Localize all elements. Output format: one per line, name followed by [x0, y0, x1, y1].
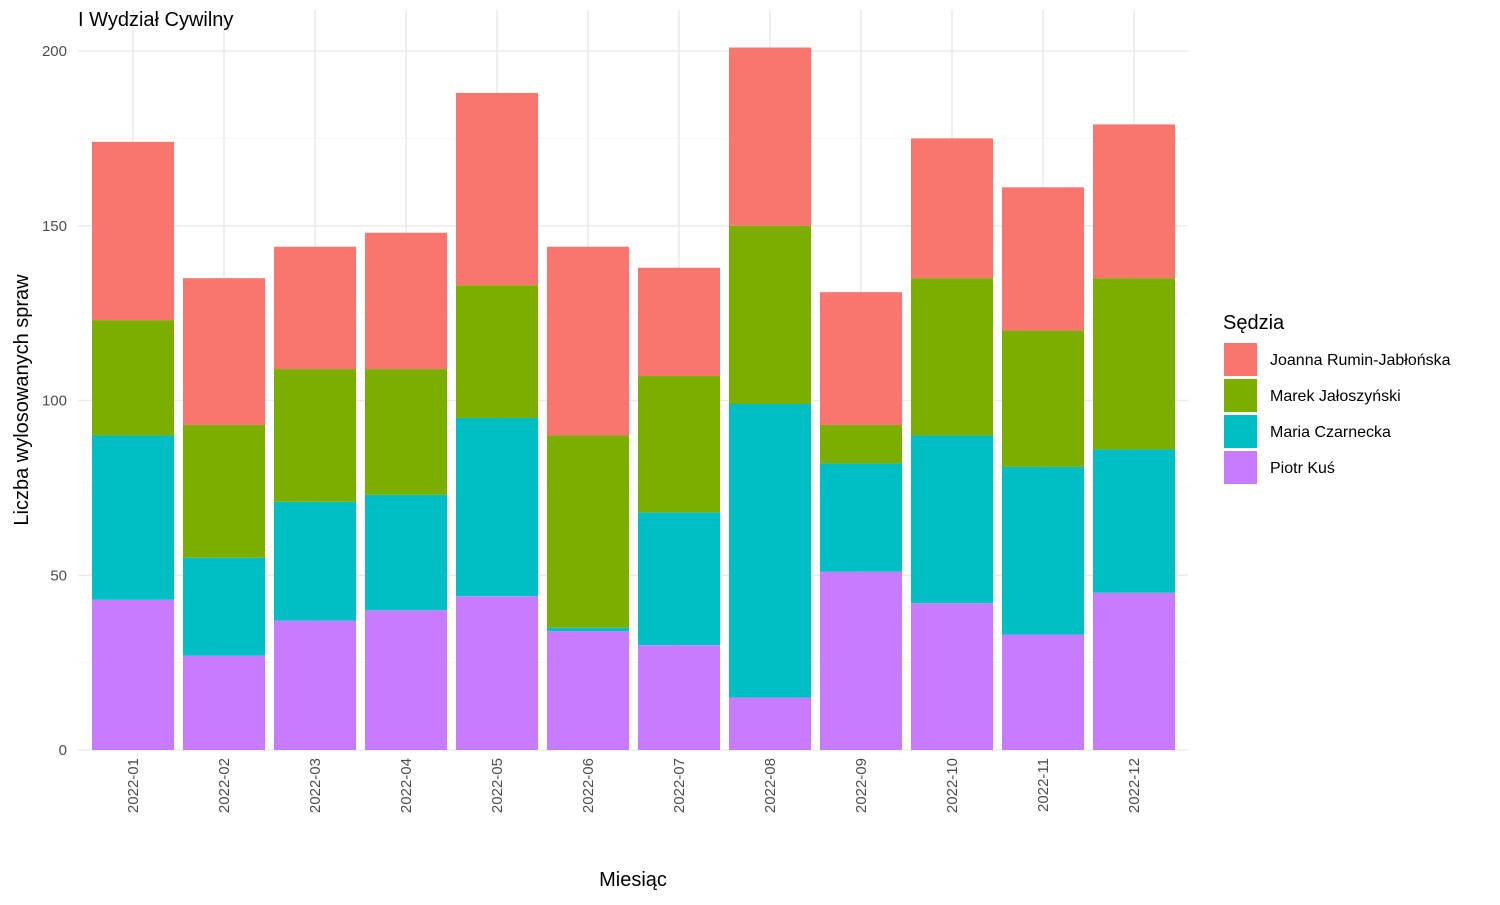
legend-label: Marek Jałoszyński — [1270, 388, 1401, 405]
bar-segment — [638, 376, 720, 513]
bar-segment — [729, 47, 811, 226]
legend-label: Joanna Rumin-Jabłońska — [1270, 352, 1451, 369]
bar-segment — [274, 620, 356, 750]
legend-swatch — [1224, 415, 1257, 448]
bar-segment — [365, 494, 447, 611]
legend-swatch — [1224, 343, 1257, 376]
bar-segment — [638, 645, 720, 750]
bar-segment — [911, 278, 993, 436]
bar-segment — [638, 512, 720, 646]
x-tick-label: 2022-09 — [853, 758, 870, 813]
bar-segment — [456, 285, 538, 418]
bar-segment — [274, 369, 356, 502]
legend-swatch — [1224, 451, 1257, 484]
bar-segment — [1093, 592, 1175, 750]
x-tick-labels: 2022-01 2022-02 2022-03 2022-04 2022-05 2022-… — [125, 758, 1143, 813]
legend-swatch — [1224, 379, 1257, 412]
bar-segment — [820, 571, 902, 750]
bar-segment — [911, 138, 993, 279]
bar-segment — [911, 603, 993, 750]
x-tick-label: 2022-03 — [307, 758, 324, 813]
y-tick-label: 200 — [42, 43, 67, 60]
bar-segment — [547, 246, 629, 436]
bar-segment — [547, 627, 629, 632]
x-tick-label: 2022-12 — [1126, 758, 1143, 813]
bar-segment — [456, 596, 538, 750]
x-tick-label: 2022-07 — [671, 758, 688, 813]
bar-segment — [1093, 278, 1175, 450]
bar-segment — [911, 435, 993, 604]
bar-segment — [183, 655, 265, 750]
bar-segment — [183, 278, 265, 425]
bar-segment — [365, 232, 447, 370]
bar-segment — [1002, 634, 1084, 750]
bar-segment — [274, 246, 356, 370]
legend-title: Sędzia — [1223, 312, 1285, 334]
bar-segment — [820, 292, 902, 425]
bar-segment — [456, 92, 538, 286]
x-tick-label: 2022-11 — [1035, 758, 1052, 812]
legend-label: Maria Czarnecka — [1270, 424, 1391, 441]
y-tick-label: 0 — [59, 742, 67, 759]
bar-segment — [729, 697, 811, 750]
x-tick-label: 2022-05 — [489, 758, 506, 813]
bar-segment — [1093, 124, 1175, 279]
bar-segment — [1093, 449, 1175, 593]
bar-segment — [274, 501, 356, 621]
x-tick-label: 2022-10 — [944, 758, 961, 813]
bar-segment — [92, 320, 174, 436]
x-tick-label: 2022-04 — [398, 758, 415, 813]
bar-segment — [820, 424, 902, 464]
bar-segment — [1002, 187, 1084, 331]
bar-segment — [183, 557, 265, 656]
y-axis-title: Liczba wylosowanych spraw — [11, 274, 33, 526]
y-tick-label: 50 — [50, 567, 67, 584]
chart-title: I Wydział Cywilny — [78, 9, 233, 31]
y-tick-label: 150 — [42, 218, 67, 235]
x-tick-label: 2022-08 — [762, 758, 779, 813]
bar-segment — [92, 435, 174, 600]
legend-label: Piotr Kuś — [1270, 460, 1335, 477]
bar-segment — [365, 610, 447, 750]
x-axis-title: Miesiąc — [599, 869, 667, 891]
bar-segment — [92, 599, 174, 750]
x-tick-label: 2022-06 — [580, 758, 597, 813]
bar-segment — [729, 403, 811, 698]
bar-segment — [820, 463, 902, 572]
legend: Sędzia Joanna Rumin-Jabłońska Marek Jałos… — [1223, 312, 1451, 484]
x-tick-label: 2022-02 — [216, 758, 233, 813]
bar-segment — [456, 417, 538, 597]
bar-segment — [365, 369, 447, 495]
bar-segment — [638, 267, 720, 377]
bar-segment — [547, 435, 629, 628]
bar-segment — [729, 225, 811, 404]
bar-segment — [92, 141, 174, 321]
y-tick-label: 100 — [42, 393, 67, 410]
y-tick-labels: 0 50 100 150 200 — [42, 43, 67, 759]
legend-items: Joanna Rumin-Jabłońska Marek Jałoszyński M… — [1224, 343, 1451, 484]
bar-segment — [1002, 330, 1084, 467]
bars — [92, 47, 1175, 750]
bar-segment — [183, 424, 265, 558]
bar-segment — [547, 631, 629, 750]
x-tick-label: 2022-01 — [125, 758, 142, 813]
bar-segment — [1002, 466, 1084, 635]
